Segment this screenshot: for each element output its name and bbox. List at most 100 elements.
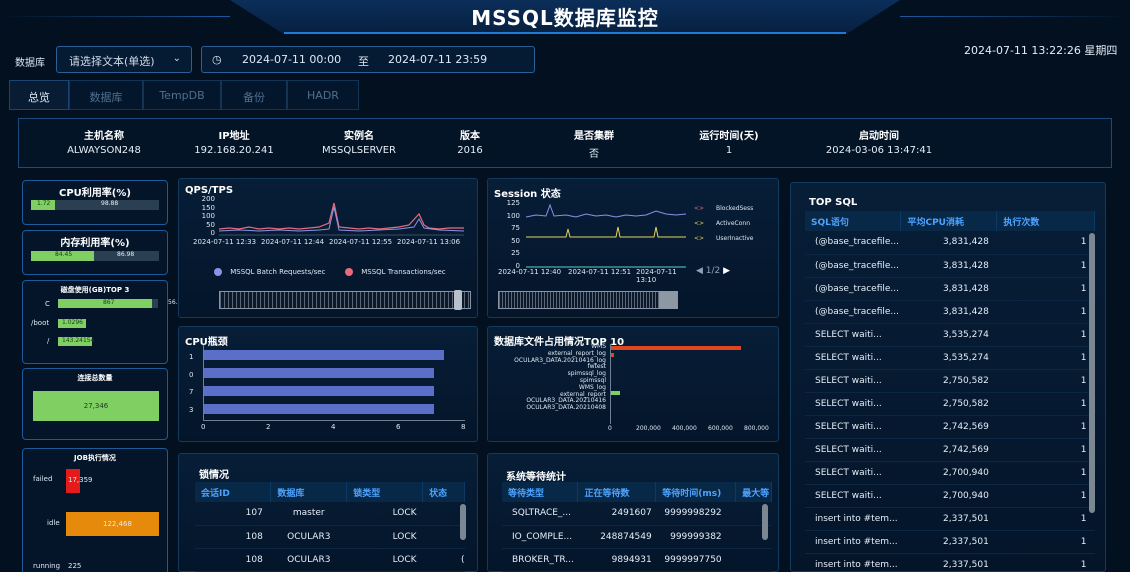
table-row[interactable]: (@base_tracefile... 3,831,428 1	[805, 254, 1095, 278]
bar	[204, 386, 434, 396]
table-row[interactable]: insert into #tem... 2,337,501 1	[805, 530, 1095, 554]
table-row[interactable]: 108 OCULAR3 LOCK (	[195, 525, 465, 549]
table-row[interactable]: SELECT waiti... 3,535,274 1	[805, 346, 1095, 370]
cell: 1	[996, 553, 1095, 572]
cpu-used-value: 1.72	[37, 200, 51, 207]
session-zoom-slider[interactable]	[498, 291, 678, 309]
y-tick: 50	[206, 220, 215, 229]
disk-used: 1.0296	[62, 319, 83, 326]
zoom-handle[interactable]	[659, 291, 677, 309]
locks-scrollbar[interactable]	[460, 504, 466, 540]
table-row[interactable]: SELECT waiti... 3,535,274 1	[805, 323, 1095, 347]
col-header[interactable]: 数据库	[270, 482, 348, 502]
col-header[interactable]: 等待时间(ms)	[655, 482, 737, 502]
tab-tempdb[interactable]: TempDB	[143, 80, 221, 110]
x-tick: 4	[331, 423, 336, 431]
table-row[interactable]: SELECT waiti... 2,750,582 1	[805, 392, 1095, 416]
zoom-handle[interactable]	[454, 290, 462, 310]
info-value: 2024-03-06 13:47:41	[825, 145, 933, 156]
col-header[interactable]: 等待类型	[502, 482, 579, 502]
cpu-usage-card: CPU利用率(%) 1.72 98.88	[22, 180, 168, 225]
legend-dot	[214, 268, 222, 276]
file-top10-plot	[610, 344, 768, 424]
cell: 2,337,501	[900, 530, 997, 554]
col-header[interactable]: 正在等待数	[577, 482, 657, 502]
waits-scrollbar[interactable]	[762, 504, 768, 540]
cell: SELECT waiti...	[805, 346, 901, 370]
cell: SELECT waiti...	[805, 392, 901, 416]
cell: SELECT waiti...	[805, 369, 901, 393]
table-row[interactable]: SELECT waiti... 2,700,940 1	[805, 484, 1095, 508]
cell: 3,831,428	[900, 277, 997, 301]
info-header: 实例名	[344, 131, 374, 142]
disk-row: C 867 56.2	[23, 298, 181, 320]
top-sql-scrollbar[interactable]	[1089, 233, 1095, 513]
db-select[interactable]: 请选择文本(单选) ⌄	[56, 46, 192, 73]
table-row[interactable]: (@base_tracefile... 3,831,428 1	[805, 300, 1095, 324]
table-row[interactable]: SELECT waiti... 2,700,940 1	[805, 461, 1095, 485]
info-value: 1	[725, 145, 733, 156]
title-bar	[230, 0, 900, 34]
legend-batch[interactable]: MSSQL Batch Requests/sec	[214, 268, 325, 276]
job-value: 225	[68, 562, 82, 570]
y-tick: 75	[511, 224, 520, 232]
cell: 248874549	[577, 525, 656, 549]
table-row[interactable]: 108 OCULAR3 LOCK (	[195, 548, 465, 572]
y-tick: external_report_log	[547, 349, 606, 357]
bar	[204, 368, 434, 378]
legend-inactive[interactable]: <> UserInactive	[694, 235, 753, 242]
table-row[interactable]: SELECT waiti... 2,742,569 1	[805, 415, 1095, 439]
legend-active[interactable]: <> ActiveConn	[694, 220, 750, 227]
connections-value: 27,346	[33, 391, 159, 421]
info-header: 启动时间	[859, 131, 899, 142]
range-end[interactable]: 2024-07-11 23:59	[388, 53, 488, 66]
date-range-picker[interactable]: ◷ 2024-07-11 00:00 至 2024-07-11 23:59	[201, 46, 535, 73]
disk-bar: 143.24154	[58, 337, 158, 346]
table-row[interactable]: (@base_tracefile... 3,831,428 1	[805, 277, 1095, 301]
memory-usage-bar: 84.45 86.98	[31, 251, 159, 261]
legend-pager[interactable]: ◀ 1/2 ▶	[696, 266, 730, 276]
cell: (@base_tracefile...	[805, 231, 901, 255]
table-row[interactable]: SELECT waiti... 2,742,569 1	[805, 438, 1095, 462]
x-tick: 8	[461, 423, 466, 431]
col-header[interactable]: 最大等	[735, 482, 772, 502]
cell: (@base_tracefile...	[805, 254, 901, 278]
y-tick: 50	[511, 236, 520, 245]
table-row[interactable]: IO_COMPLE... 248874549 999999382	[502, 525, 772, 549]
tab-overview[interactable]: 总览	[9, 80, 69, 110]
table-row[interactable]: SELECT waiti... 2,750,582 1	[805, 369, 1095, 393]
table-row[interactable]: insert into #tem... 2,337,501 1	[805, 553, 1095, 572]
cell: 1	[996, 300, 1095, 324]
cell: 9894931	[577, 548, 656, 572]
disk-fill	[58, 319, 86, 328]
db-select-value: 请选择文本(单选)	[69, 55, 155, 68]
table-row[interactable]: SQLTRACE_... 2491607 9999998292	[502, 502, 772, 526]
legend-blocked[interactable]: <> BlockedSess	[694, 205, 753, 212]
legend-transactions[interactable]: MSSQL Transactions/sec	[345, 268, 446, 276]
range-start[interactable]: 2024-07-11 00:00	[242, 53, 342, 66]
next-page-icon[interactable]: ▶	[723, 266, 731, 276]
job-bar	[66, 512, 159, 536]
col-header[interactable]: 状态	[422, 482, 465, 502]
table-header: SQL语句 平均CPU消耗 执行次数	[805, 211, 1095, 231]
cell: 2,337,501	[900, 507, 997, 531]
prev-page-icon[interactable]: ◀	[696, 266, 703, 276]
table-row[interactable]: (@base_tracefile... 3,831,428 1	[805, 231, 1095, 255]
info-header: 版本	[460, 131, 480, 142]
col-header[interactable]: 平均CPU消耗	[900, 211, 998, 231]
col-header[interactable]: 锁类型	[346, 482, 424, 502]
col-header[interactable]: SQL语句	[805, 211, 902, 231]
qps-zoom-slider[interactable]	[219, 290, 471, 310]
col-header[interactable]: 会话ID	[195, 482, 272, 502]
x-tick: 0	[608, 425, 612, 432]
table-row[interactable]: 107 master LOCK	[195, 502, 465, 526]
memory-used-value: 84.45	[55, 251, 73, 258]
col-header[interactable]: 执行次数	[996, 211, 1095, 231]
tab-hadr[interactable]: HADR	[287, 80, 359, 110]
tab-backup[interactable]: 备份	[221, 80, 287, 110]
table-row[interactable]: insert into #tem... 2,337,501 1	[805, 507, 1095, 531]
cell: 1	[996, 530, 1095, 554]
tab-database[interactable]: 数据库	[69, 80, 143, 110]
bar	[611, 346, 741, 350]
table-row[interactable]: BROKER_TR... 9894931 9999997750	[502, 548, 772, 572]
